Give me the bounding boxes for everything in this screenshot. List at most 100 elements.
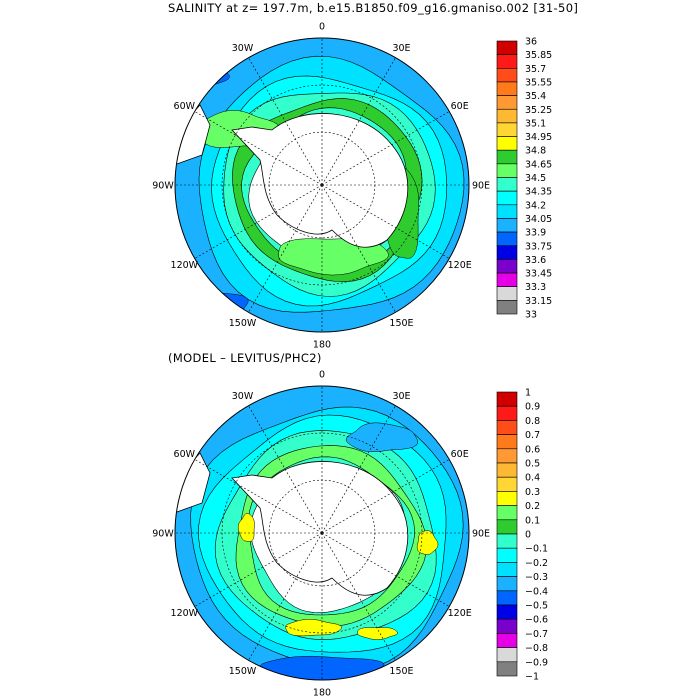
meridian-line xyxy=(321,184,450,259)
colorbar-swatch xyxy=(496,163,518,178)
colorbar-swatch xyxy=(496,259,518,274)
meridian-line xyxy=(321,184,396,313)
longitude-label: 60E xyxy=(451,101,469,112)
colorbar-swatch xyxy=(496,604,518,620)
colorbar-label: 34.5 xyxy=(525,173,546,184)
colorbar-swatch xyxy=(496,300,518,315)
colorbar: 1 0.9 0.8 0.7 0.6 0.5 0.4 0.3 0.2 0.1 0 −0.1 −0.2 −0.… xyxy=(496,388,548,683)
meridian-line xyxy=(194,111,323,186)
colorbar-swatch xyxy=(496,633,518,648)
colorbar-label: −1 xyxy=(525,672,539,683)
meridian-line xyxy=(248,405,323,534)
longitude-label: 90W xyxy=(152,529,174,540)
longitude-label: 150W xyxy=(229,666,257,677)
colorbar-label: −0.9 xyxy=(525,657,548,668)
colorbar-label: 0.3 xyxy=(525,487,540,498)
colorbar-swatch xyxy=(496,68,518,83)
longitude-label: 30E xyxy=(392,391,410,402)
meridian-line xyxy=(194,532,323,607)
colorbar-label: 33 xyxy=(525,310,537,321)
colorbar-swatch xyxy=(496,40,518,55)
colorbar-label: 35.4 xyxy=(525,91,546,102)
colorbar-swatch xyxy=(496,519,518,535)
colorbar-label: 34.65 xyxy=(525,159,552,170)
longitude-label: 90E xyxy=(472,529,490,540)
longitude-label: 60W xyxy=(174,449,196,460)
colorbar-label: 0.6 xyxy=(525,444,540,455)
longitude-label: 0 xyxy=(319,370,325,381)
antarctica-landmass xyxy=(231,461,409,596)
colorbar-label: −0.1 xyxy=(525,544,548,555)
colorbar-swatch xyxy=(496,54,518,69)
colorbar-swatch xyxy=(496,533,518,549)
colorbar-label: 35.85 xyxy=(525,50,552,61)
colorbar-swatch xyxy=(496,434,518,450)
colorbar-swatch xyxy=(496,149,518,165)
meridian-line xyxy=(194,184,323,259)
colorbar-label: 33.3 xyxy=(525,282,546,293)
meridian-line xyxy=(321,532,396,661)
colorbar-swatch xyxy=(496,547,518,563)
colorbar-label: 33.45 xyxy=(525,269,552,280)
colorbar-label: 33.75 xyxy=(525,241,552,252)
colorbar-swatch xyxy=(496,231,518,247)
colorbar-label: 33.6 xyxy=(525,255,546,266)
colorbar-swatch xyxy=(496,177,518,192)
colorbar-swatch xyxy=(496,420,518,435)
longitude-label: 30W xyxy=(232,391,254,402)
longitude-label: 30E xyxy=(392,43,410,54)
longitude-label: 180 xyxy=(313,340,331,351)
salinity-field xyxy=(175,386,469,680)
field-patch xyxy=(345,422,419,453)
colorbar-swatch xyxy=(496,661,518,677)
meridian-line xyxy=(248,532,323,661)
antarctica-landmass xyxy=(231,113,409,248)
colorbar-swatch xyxy=(496,286,518,301)
map-panel-difference: 0 30E 60E 90E 120E 150E 180 150W 120W 90W 60W 30W 1 0… xyxy=(152,370,548,699)
colorbar-swatch xyxy=(496,190,518,206)
colorbar-label: 0.8 xyxy=(525,416,540,427)
longitude-label: 90E xyxy=(472,181,490,192)
colorbar-label: 34.05 xyxy=(525,214,552,225)
colorbar-label: 33.15 xyxy=(525,296,552,307)
latitude-circle xyxy=(221,84,423,286)
meridian-line xyxy=(194,459,323,534)
longitude-label: 60W xyxy=(174,101,196,112)
field-patch xyxy=(285,619,342,637)
field-patch xyxy=(237,512,255,542)
colorbar-label: −0.8 xyxy=(525,643,548,654)
longitude-label: 120E xyxy=(448,260,472,271)
meridian-line xyxy=(248,184,323,313)
colorbar-swatch xyxy=(496,505,518,521)
longitude-label: 120W xyxy=(171,608,199,619)
colorbar-swatch xyxy=(496,476,518,492)
colorbar-label: −0.6 xyxy=(525,615,548,626)
colorbar-swatch xyxy=(496,448,518,464)
colorbar-swatch xyxy=(496,108,518,124)
colorbar-label: 36 xyxy=(525,37,537,48)
colorbar-label: 0.4 xyxy=(525,473,540,484)
colorbar-label: 0 xyxy=(525,530,531,541)
colorbar-swatch xyxy=(496,272,518,287)
colorbar-swatch xyxy=(496,391,518,407)
longitude-label: 60E xyxy=(451,449,469,460)
colorbar-label: −0.2 xyxy=(525,558,548,569)
meridian-line xyxy=(321,57,396,186)
field-patch xyxy=(357,627,398,640)
map-panel-salinity: 0 30E 60E 90E 120E 150E 180 150W 120W 90W 60W 30W 36… xyxy=(152,22,552,351)
colorbar-label: 35.7 xyxy=(525,64,546,75)
colorbar-label: 35.25 xyxy=(525,105,552,116)
colorbar-label: 34.8 xyxy=(525,146,546,157)
colorbar-swatch xyxy=(496,245,518,260)
colorbar-swatch xyxy=(496,218,518,233)
colorbar-label: −0.3 xyxy=(525,572,548,583)
colorbar-swatch xyxy=(496,618,518,634)
colorbar-label: −0.7 xyxy=(525,629,548,640)
meridian-line xyxy=(321,111,450,186)
figure-subtitle: (MODEL – LEVITUS/PHC2) xyxy=(168,351,322,365)
colorbar-label: 0.1 xyxy=(525,515,540,526)
colorbar-label: 33.9 xyxy=(525,228,546,239)
colorbar-swatch xyxy=(496,204,518,219)
